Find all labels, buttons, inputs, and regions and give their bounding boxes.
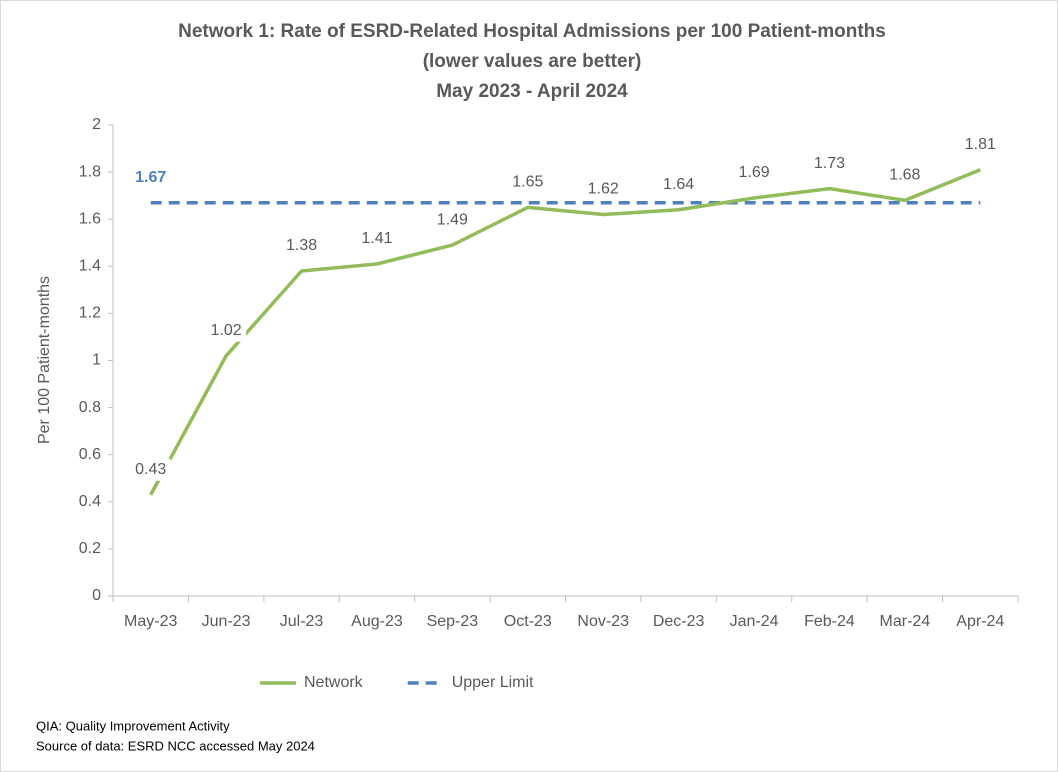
y-axis-label: Per 100 Patient-months: [36, 276, 53, 444]
legend-label: Network: [304, 674, 364, 691]
data-label-bg: [734, 162, 775, 185]
chart-title: Network 1: Rate of ESRD-Related Hospital…: [178, 21, 886, 42]
data-label-bg: [206, 319, 247, 342]
footnote: Source of data: ESRD NCC accessed May 20…: [36, 738, 315, 753]
y-tick-label: 0: [92, 587, 101, 604]
x-tick-label: Dec-23: [653, 613, 705, 630]
y-tick-label: 0.8: [79, 399, 101, 416]
data-label-bg: [281, 235, 322, 258]
data-label: 1.49: [437, 211, 468, 228]
data-label: 1.62: [588, 181, 619, 198]
data-label-bg: [432, 209, 473, 232]
data-label: 1.02: [211, 322, 242, 339]
data-label: 1.69: [738, 164, 769, 181]
line-0: [149, 168, 981, 496]
x-tick-label: Apr-24: [956, 613, 1004, 630]
x-tick-label: Aug-23: [351, 613, 403, 630]
data-label: 1.68: [889, 167, 920, 184]
y-tick-label: 1.8: [79, 163, 101, 180]
x-tick-label: Jun-23: [202, 613, 251, 630]
data-label: 1.65: [512, 174, 543, 191]
y-tick-label: 2: [92, 116, 101, 133]
footnote: QIA: Quality Improvement Activity: [36, 718, 230, 733]
data-label-bg: [356, 227, 397, 250]
data-label: 1.64: [663, 176, 694, 193]
data-label-bg: [130, 458, 171, 481]
y-tick-label: 0.6: [79, 446, 101, 463]
y-tick-label: 1.2: [79, 305, 101, 322]
data-label-bg: [884, 164, 925, 187]
legend-label: Upper Limit: [452, 674, 534, 691]
chart-title: May 2023 - April 2024: [436, 81, 628, 102]
data-label: 1.67: [135, 169, 166, 186]
y-tick-label: 0.4: [79, 493, 101, 510]
data-label: 1.41: [361, 230, 392, 247]
data-label: 1.81: [965, 136, 996, 153]
data-label: 1.73: [814, 155, 845, 172]
y-tick-label: 1.6: [79, 210, 101, 227]
x-tick-label: Jan-24: [730, 613, 779, 630]
data-label-bg: [583, 178, 624, 201]
x-tick-label: Oct-23: [504, 613, 552, 630]
x-tick-label: Feb-24: [804, 613, 855, 630]
x-tick-label: Mar-24: [880, 613, 931, 630]
data-label-bg: [658, 173, 699, 196]
data-label-bg: [507, 171, 548, 194]
y-tick-label: 1: [92, 352, 101, 369]
x-tick-label: Jul-23: [280, 613, 324, 630]
y-tick-label: 0.2: [79, 540, 101, 557]
data-label-bg: [809, 152, 850, 175]
x-tick-label: Nov-23: [577, 613, 629, 630]
data-label-bg: [960, 133, 1001, 156]
data-label: 1.38: [286, 237, 317, 254]
y-tick-label: 1.4: [79, 258, 101, 275]
x-tick-label: Sep-23: [427, 613, 479, 630]
chart-title: (lower values are better): [423, 51, 642, 72]
data-label: 0.43: [135, 461, 166, 478]
x-tick-label: May-23: [124, 613, 177, 630]
